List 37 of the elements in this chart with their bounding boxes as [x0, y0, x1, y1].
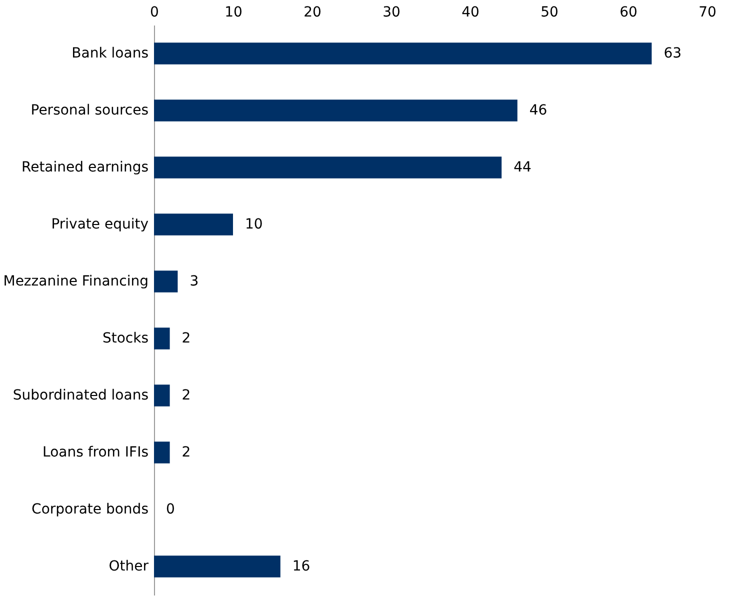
y-tick-label: Subordinated loans	[12, 388, 148, 404]
bar	[154, 384, 170, 406]
x-tick-label: 0	[150, 4, 159, 20]
y-tick-label: Stocks	[102, 330, 148, 346]
data-label: 2	[182, 444, 191, 460]
data-label: 2	[182, 330, 191, 346]
bar	[154, 442, 170, 464]
data-label: 16	[292, 558, 310, 574]
bar	[154, 214, 233, 236]
data-label: 3	[190, 274, 199, 290]
x-tick-label: 30	[382, 4, 400, 20]
bar	[154, 556, 280, 578]
bar	[154, 156, 502, 178]
y-tick-label: Private equity	[51, 216, 148, 232]
data-label: 44	[514, 160, 532, 176]
x-tick-label: 10	[224, 4, 242, 20]
y-tick-label: Retained earnings	[21, 160, 148, 176]
data-label: 63	[664, 46, 682, 62]
x-tick-label: 50	[540, 4, 558, 20]
y-tick-label: Corporate bonds	[32, 502, 148, 518]
bar	[154, 270, 178, 292]
x-tick-label: 60	[620, 4, 638, 20]
bar	[154, 328, 170, 350]
data-label: 10	[245, 216, 263, 232]
y-tick-label: Loans from IFIs	[42, 444, 148, 460]
y-tick-label: Personal sources	[30, 102, 148, 118]
x-tick-label: 70	[698, 4, 716, 20]
data-label: 46	[529, 102, 548, 118]
y-tick-label: Other	[108, 558, 149, 574]
y-tick-label: Mezzanine Financing	[3, 274, 148, 290]
bar	[154, 42, 652, 64]
bar	[154, 100, 518, 122]
data-label: 0	[166, 502, 175, 518]
data-label: 2	[182, 388, 191, 404]
x-tick-label: 40	[462, 4, 480, 20]
x-tick-label: 20	[304, 4, 322, 20]
y-tick-label: Bank loans	[72, 46, 148, 62]
